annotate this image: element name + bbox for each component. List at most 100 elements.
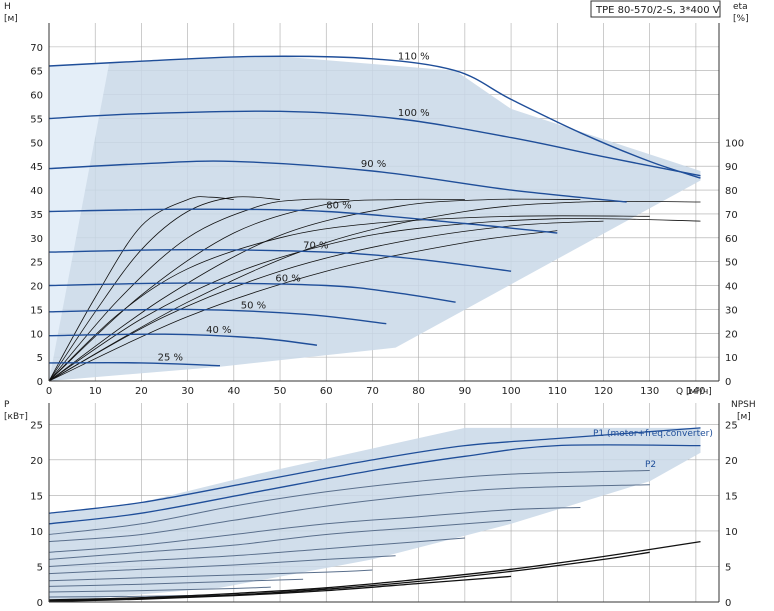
eta-curve xyxy=(48,196,281,382)
eta-tick-label: 50 xyxy=(725,258,738,269)
eta-axis-label: eta xyxy=(733,2,748,12)
power-operating-range xyxy=(49,427,701,602)
x-tick-label: 60 xyxy=(320,386,333,397)
head-tick-label: 25 xyxy=(30,258,43,269)
eta-curve xyxy=(48,218,701,382)
x-tick-label: 130 xyxy=(640,386,659,397)
head-tick-label: 30 xyxy=(30,234,43,245)
power-curve xyxy=(48,427,701,514)
head-low-flow-zone xyxy=(49,63,110,381)
head-curve xyxy=(48,160,627,203)
power-curve xyxy=(48,537,465,567)
npsh-tick-label: 25 xyxy=(725,420,738,431)
head-tick-label: 55 xyxy=(30,114,43,125)
head-tick-label: 15 xyxy=(30,305,43,316)
speed-label: 80 % xyxy=(326,201,351,212)
head-tick-label: 65 xyxy=(30,67,43,78)
npsh-curve xyxy=(48,575,512,602)
eta-axis-unit: [%] xyxy=(733,14,749,24)
eta-tick-label: 20 xyxy=(725,329,738,340)
flow-axis-label: Q xyxy=(676,387,683,397)
eta-curve xyxy=(48,198,581,382)
head-envelope xyxy=(49,56,701,382)
speed-label: 100 % xyxy=(398,108,430,119)
head-curve xyxy=(48,248,512,272)
power-curve xyxy=(48,444,701,525)
speed-label: 25 % xyxy=(158,352,183,363)
x-tick-label: 120 xyxy=(594,386,613,397)
eta-curve xyxy=(48,198,465,382)
x-tick-label: 110 xyxy=(548,386,567,397)
head-tick-label: 60 xyxy=(30,91,43,102)
x-tick-label: 40 xyxy=(227,386,240,397)
eta-tick-label: 0 xyxy=(725,377,731,388)
power-curve xyxy=(48,555,396,575)
speed-label: 70 % xyxy=(303,241,328,252)
power-tick-label: 25 xyxy=(30,420,43,431)
axes xyxy=(48,23,720,603)
speed-label: 110 % xyxy=(398,51,430,62)
x-tick-label: 20 xyxy=(135,386,148,397)
power-tick-label: 20 xyxy=(30,456,43,467)
npsh-tick-label: 15 xyxy=(725,491,738,502)
power-tick-label: 0 xyxy=(37,598,43,609)
x-tick-label: 10 xyxy=(89,386,102,397)
head-curve xyxy=(48,361,221,367)
head-tick-label: 10 xyxy=(30,329,43,340)
power-axis-unit: [кВт] xyxy=(4,412,28,422)
p1-label: P1 (motor+freq.converter) xyxy=(593,429,713,439)
power-curve xyxy=(48,470,650,535)
tick-labels: 0 10 20 30 40 50 60 70 80 90 100 110 120 130 140051015… xyxy=(30,43,744,609)
npsh-tick-label: 10 xyxy=(725,527,738,538)
npsh-tick-label: 5 xyxy=(725,562,731,573)
npsh-axis-unit: [м] xyxy=(737,412,751,422)
head-tick-label: 5 xyxy=(37,353,43,364)
power-curve xyxy=(48,586,271,593)
eta-curve xyxy=(48,215,650,382)
head-tick-label: 70 xyxy=(30,43,43,54)
eta-curve xyxy=(48,220,604,382)
head-axis-unit: [м] xyxy=(4,14,18,24)
head-curve xyxy=(48,308,387,325)
eta-tick-label: 40 xyxy=(725,282,738,293)
power-curve xyxy=(48,519,512,560)
power-tick-label: 15 xyxy=(30,491,43,502)
x-tick-label: 0 xyxy=(46,386,52,397)
head-curve xyxy=(48,110,701,177)
x-tick-label: 100 xyxy=(502,386,521,397)
power-tick-label: 10 xyxy=(30,527,43,538)
x-tick-label: 30 xyxy=(181,386,194,397)
x-tick-label: 50 xyxy=(274,386,287,397)
eta-curve xyxy=(48,230,558,382)
eta-tick-label: 90 xyxy=(725,162,738,173)
npsh-curve xyxy=(48,540,701,601)
head-axis-label: H xyxy=(4,2,11,12)
p2-label: P2 xyxy=(645,460,656,470)
eta-tick-label: 60 xyxy=(725,234,738,245)
eta-tick-label: 30 xyxy=(725,305,738,316)
eta-tick-label: 10 xyxy=(725,353,738,364)
head-curves xyxy=(48,55,701,367)
head-tick-label: 40 xyxy=(30,186,43,197)
head-curve xyxy=(48,333,318,346)
npsh-curve xyxy=(48,551,650,602)
x-tick-label: 70 xyxy=(366,386,379,397)
head-curve xyxy=(48,282,456,303)
head-tick-label: 20 xyxy=(30,282,43,293)
power-curve xyxy=(48,569,373,582)
head-tick-label: 0 xyxy=(37,377,43,388)
npsh-tick-label: 0 xyxy=(725,598,731,609)
power-tick-label: 5 xyxy=(37,562,43,573)
eta-curve xyxy=(48,198,350,382)
eta-tick-label: 100 xyxy=(725,138,744,149)
head-tick-label: 35 xyxy=(30,210,43,221)
x-tick-label: 140 xyxy=(686,386,705,397)
flow-axis-unit: [м³/ч] xyxy=(686,387,712,397)
npsh-axis-label: NPSH xyxy=(731,400,756,410)
head-operating-range xyxy=(49,56,701,382)
chart-title: TPE 80-570/2-S, 3*400 V xyxy=(595,5,720,16)
speed-labels: 110 % 100 % 90 % 80 % 70 % 60 % 50 % 40 % 25 % xyxy=(158,51,430,363)
x-tick-label: 90 xyxy=(458,386,471,397)
head-tick-label: 45 xyxy=(30,162,43,173)
